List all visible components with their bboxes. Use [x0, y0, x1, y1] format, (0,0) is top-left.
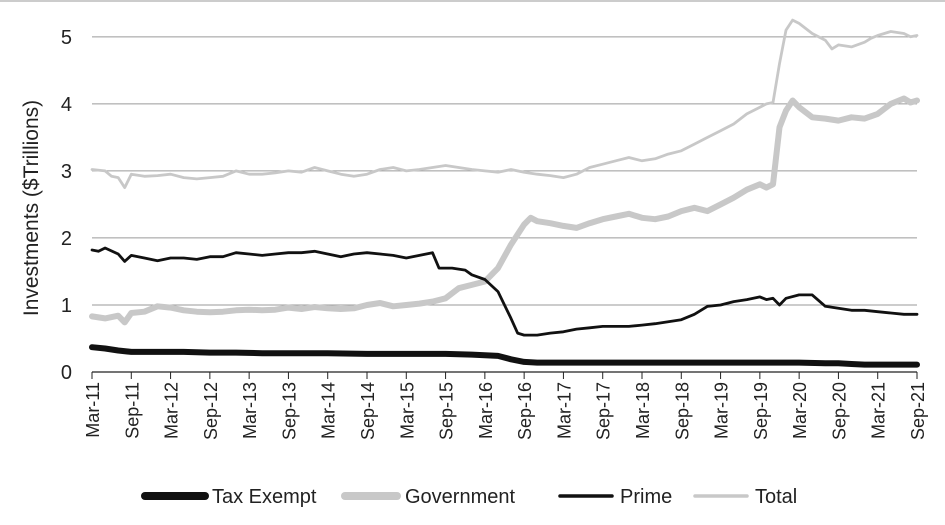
series-line-prime [90, 246, 919, 337]
x-tick-label: Sep-16 [515, 382, 535, 440]
axes: 0 1 2 3 4 5 Mar-11 Sep-11 Mar-12 Sep-12 Mar-13 Sep-… [61, 27, 928, 440]
y-tick-label: 5 [61, 27, 72, 49]
y-axis-label: Investments ($Trillions) [20, 100, 43, 316]
series-lines [89, 18, 920, 368]
x-tick-label: Mar-19 [712, 382, 732, 439]
x-tick-label: Sep-12 [201, 382, 221, 440]
x-tick-label: Mar-21 [869, 382, 889, 439]
y-tick-label: 3 [61, 161, 72, 183]
legend-label: Government [405, 486, 515, 508]
legend-label: Prime [620, 486, 672, 508]
x-tick-label: Mar-15 [397, 382, 417, 439]
x-tick-label: Sep-18 [672, 382, 692, 440]
x-tick-label: Mar-14 [319, 382, 339, 439]
x-tick-label: Mar-13 [240, 382, 260, 439]
x-tick-label: Sep-19 [751, 382, 771, 440]
x-tick-label: Mar-18 [633, 382, 653, 439]
series-line-tax-exempt [89, 344, 920, 368]
x-tick-label: Sep-20 [829, 382, 849, 440]
legend-label: Total [755, 486, 797, 508]
x-tick-label: Mar-12 [162, 382, 182, 439]
y-tick-label: 0 [61, 362, 72, 384]
legend-label: Tax Exempt [212, 486, 317, 508]
gridlines [92, 36, 917, 306]
y-tick-label: 4 [61, 94, 72, 116]
x-tick-label: Sep-21 [908, 382, 928, 440]
x-tick-label: Mar-17 [554, 382, 574, 439]
x-tick-label: Mar-16 [476, 382, 496, 439]
x-tick-label: Mar-11 [83, 382, 103, 438]
series-line-total [90, 18, 919, 189]
x-tick-label: Sep-14 [358, 382, 378, 440]
x-tick-label: Mar-20 [790, 382, 810, 439]
x-tick-label: Sep-13 [279, 382, 299, 440]
x-tick-label: Sep-17 [594, 382, 614, 440]
x-tick-label: Sep-15 [437, 382, 457, 440]
y-tick-label: 2 [61, 228, 72, 250]
x-tick-label: Sep-11 [122, 382, 142, 439]
series-line-government [89, 95, 920, 326]
legend: Tax Exempt Government Prime Total [141, 486, 797, 508]
y-tick-label: 1 [61, 295, 72, 317]
